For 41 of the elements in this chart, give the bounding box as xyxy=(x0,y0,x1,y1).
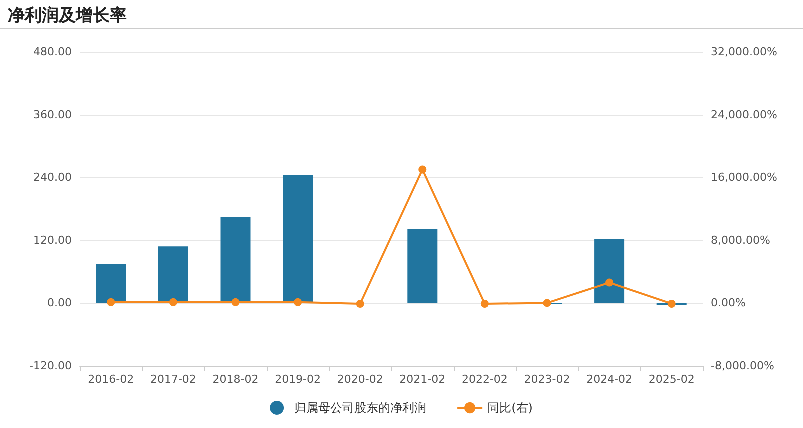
x-tick-label: 2020-02 xyxy=(337,373,384,386)
point xyxy=(169,298,178,306)
y-tick-label: 480.00 xyxy=(34,46,72,58)
y2-tick-label: 0.00% xyxy=(711,296,746,310)
y2-tick-label: -8,000.00% xyxy=(711,360,774,372)
x-tick-label: 2022-02 xyxy=(462,373,508,386)
legend-label: 归属母公司股东的净利润 xyxy=(294,401,427,415)
y-tick-label: 240.00 xyxy=(34,171,72,184)
point xyxy=(543,299,552,308)
point xyxy=(356,300,364,308)
point xyxy=(418,166,427,174)
point xyxy=(480,300,489,308)
x-tick-label: 2024-02 xyxy=(586,373,633,386)
y-tick-label: 360.00 xyxy=(34,108,72,122)
y2-tick-label: 16,000.00% xyxy=(711,171,778,184)
bar xyxy=(283,176,314,304)
y-tick-label: -120.00 xyxy=(30,360,72,372)
point xyxy=(668,300,676,308)
y2-tick-label: 24,000.00% xyxy=(711,108,778,122)
point xyxy=(294,298,302,306)
point xyxy=(232,298,240,306)
bar xyxy=(96,264,126,304)
x-tick-label: 2018-02 xyxy=(212,373,259,386)
y2-tick-label: 8,000.00% xyxy=(711,234,770,247)
x-tick-label: 2017-02 xyxy=(150,373,196,386)
x-tick-label: 2023-02 xyxy=(524,373,570,386)
y-tick-label: 0.00 xyxy=(48,296,72,310)
x-tick-label: 2019-02 xyxy=(275,373,322,386)
bar xyxy=(220,217,251,304)
bar xyxy=(408,229,438,304)
bar xyxy=(158,246,188,304)
point xyxy=(107,298,116,306)
y-tick-label: 120.00 xyxy=(34,234,72,247)
point xyxy=(606,278,614,287)
legend-label: 同比(右) xyxy=(488,401,533,415)
x-tick-label: 2021-02 xyxy=(400,373,446,386)
bar xyxy=(594,239,625,304)
x-tick-label: 2016-02 xyxy=(88,373,134,386)
x-tick-label: 2025-02 xyxy=(648,373,695,386)
chart-title: 净利润及增长率 xyxy=(8,5,127,27)
y2-tick-label: 32,000.00% xyxy=(711,46,778,58)
